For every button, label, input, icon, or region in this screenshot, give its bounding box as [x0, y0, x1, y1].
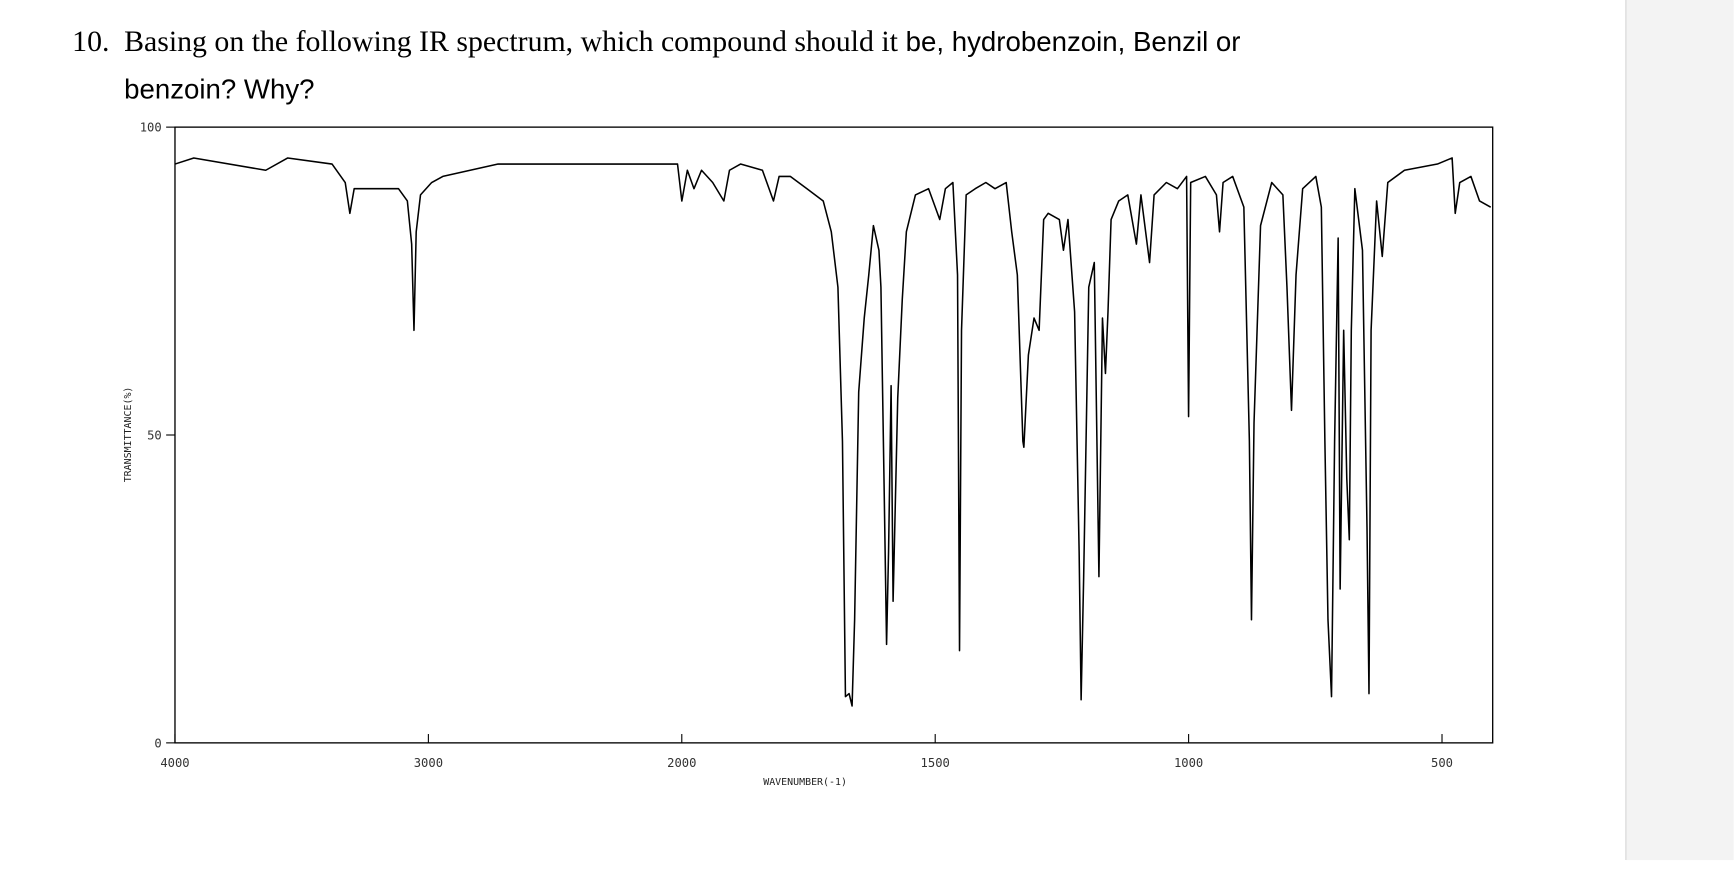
question-text: Basing on the following IR spectrum, whi… — [124, 25, 899, 58]
spectrum-line — [174, 157, 1492, 707]
x-tick-label: 4000 — [160, 756, 189, 770]
x-axis-label: WAVENUMBER(-1) — [763, 777, 847, 788]
y-axis-label: TRANSMITTANCE(%) — [123, 387, 134, 483]
x-tick-label: 1500 — [921, 756, 950, 770]
question-line1: Basing on the following IR spectrum, whi… — [124, 25, 1240, 58]
y-tick-label: 50 — [147, 428, 162, 442]
question-number: 10. — [72, 25, 109, 58]
question-text: be, hydrobenzoin, Benzil or — [906, 26, 1241, 57]
x-tick-label: 3000 — [414, 756, 443, 770]
plot-frame — [174, 126, 1494, 744]
y-tick-label: 0 — [154, 736, 161, 750]
y-tick-label: 100 — [140, 121, 162, 135]
x-tick-label: 500 — [1431, 756, 1453, 770]
x-tick-label: 1000 — [1174, 756, 1203, 770]
x-tick-label: 2000 — [667, 756, 696, 770]
side-panel — [1625, 0, 1734, 861]
question-line2: benzoin? Why? — [124, 73, 314, 104]
